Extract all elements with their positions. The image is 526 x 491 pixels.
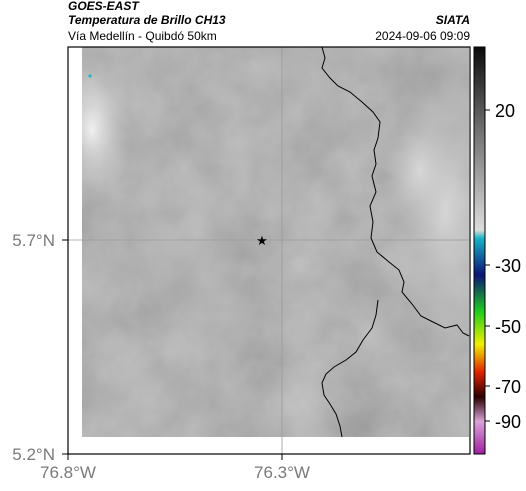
lon-tick-label: 76.3°W: [254, 463, 310, 482]
bright-cloud-east-2: [385, 110, 455, 230]
lat-tick-label: 5.2°N: [12, 445, 55, 464]
colorbar-label: -90: [495, 412, 521, 432]
lat-tick-label: 5.7°N: [12, 231, 55, 250]
department-boundary: [321, 46, 470, 337]
colorbar-label: -50: [495, 317, 521, 337]
cold-pixel: [88, 74, 92, 78]
location-star-icon: ★: [256, 234, 268, 249]
colorbar-label: -70: [495, 377, 521, 397]
lon-tick-label: 76.8°W: [40, 463, 96, 482]
colorbar-label: 20: [495, 101, 515, 121]
river-boundary: [321, 299, 379, 438]
organization-label: SIATA: [435, 13, 470, 27]
timestamp-label: 2024-09-06 09:09: [375, 29, 470, 43]
satellite-source: GOES-EAST: [68, 0, 139, 13]
product-title: Temperatura de Brillo CH13: [68, 13, 226, 27]
satellite-image: [82, 47, 469, 437]
map-frame: [67, 46, 471, 455]
colorbar-label: -30: [495, 256, 521, 276]
bright-cloud-west: [82, 55, 132, 205]
colorbar: [473, 46, 486, 455]
region-subtitle: Vía Medellín - Quibdó 50km: [68, 29, 217, 43]
